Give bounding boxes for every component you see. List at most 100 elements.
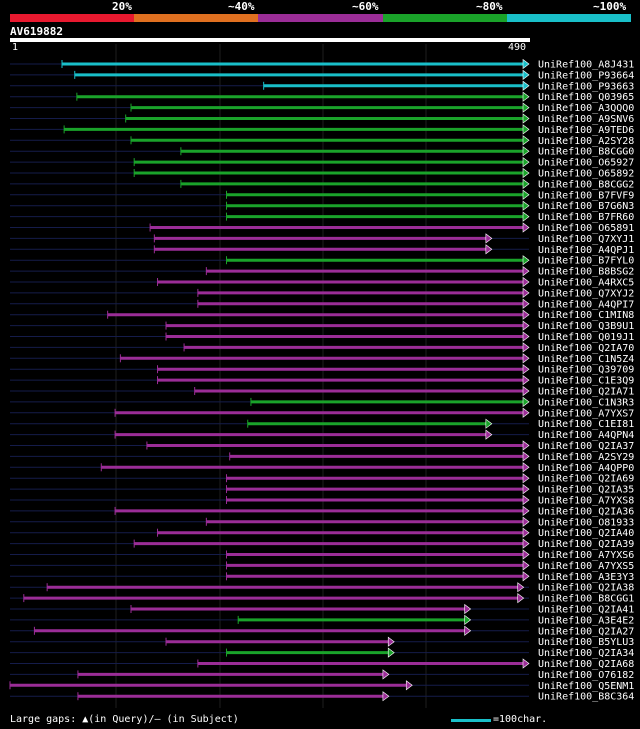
hit-label[interactable]: UniRef100_A4QPI7 [538,299,634,310]
hit-row[interactable]: UniRef100_Q2IA38 [10,582,634,594]
hit-label[interactable]: UniRef100_Q7XYJ2 [538,288,634,299]
hit-row[interactable]: UniRef100_A4RXC5 [10,276,634,289]
hit-row[interactable]: UniRef100_Q2IA37 [10,440,634,452]
hit-label[interactable]: UniRef100_P93663 [538,81,634,92]
hit-row[interactable]: UniRef100_Q2IA36 [10,505,634,517]
hit-row[interactable]: UniRef100_A2SY29 [10,451,634,463]
hit-label[interactable]: UniRef100_A2SY29 [538,452,634,463]
hit-row[interactable]: UniRef100_O76182 [10,669,634,681]
hit-row[interactable]: UniRef100_Q39709 [10,364,634,376]
hit-label[interactable]: UniRef100_Q2IA38 [538,583,634,594]
hit-label[interactable]: UniRef100_C1EI81 [538,419,634,430]
hit-label[interactable]: UniRef100_A3QQQ0 [538,103,634,114]
hit-label[interactable]: UniRef100_A4RXC5 [538,278,634,289]
hit-row[interactable]: UniRef100_B8CGG0 [10,146,634,158]
hit-row[interactable]: UniRef100_C1N3R3 [10,396,634,408]
hit-row[interactable]: UniRef100_A3E3Y3 [10,571,634,583]
hit-label[interactable]: UniRef100_C1E3Q9 [538,376,634,387]
hit-row[interactable]: UniRef100_O65891 [10,222,634,234]
hit-label[interactable]: UniRef100_Q2IA36 [538,506,634,517]
hit-label[interactable]: UniRef100_A7YXS6 [538,550,634,561]
hit-label[interactable]: UniRef100_Q2IA70 [538,343,634,354]
hit-row[interactable]: UniRef100_A7YXS5 [10,560,634,572]
hit-row[interactable]: UniRef100_Q2IA40 [10,527,634,539]
hit-row[interactable]: UniRef100_A7YXS7 [10,407,634,419]
hit-label[interactable]: UniRef100_A9TED6 [538,125,634,136]
hit-row[interactable]: UniRef100_P93664 [10,69,634,81]
hit-label[interactable]: UniRef100_O65927 [538,158,634,169]
hit-label[interactable]: UniRef100_Q2IA34 [538,648,634,659]
hit-label[interactable]: UniRef100_O76182 [538,670,634,681]
hit-label[interactable]: UniRef100_O65892 [538,169,634,180]
hit-label[interactable]: UniRef100_B8CGG1 [538,594,634,605]
hit-label[interactable]: UniRef100_Q5ENM1 [538,681,634,692]
hit-row[interactable]: UniRef100_Q2IA35 [10,484,634,496]
hit-row[interactable]: UniRef100_C1N5Z4 [10,353,634,365]
hit-row[interactable]: UniRef100_A3QQQ0 [10,102,634,114]
hit-label[interactable]: UniRef100_B7FR60 [538,212,634,223]
hit-label[interactable]: UniRef100_B8CGG0 [538,147,634,158]
hit-label[interactable]: UniRef100_C1N3R3 [538,397,634,408]
hit-label[interactable]: UniRef100_A3E3Y3 [538,572,634,583]
hit-label[interactable]: UniRef100_B7G6N3 [538,201,634,212]
hit-row[interactable]: UniRef100_A9SNV6 [10,113,634,125]
hit-label[interactable]: UniRef100_Q2IA69 [538,474,634,485]
hit-label[interactable]: UniRef100_A2SY28 [538,136,634,147]
hit-row[interactable]: UniRef100_Q2IA39 [10,538,634,550]
hit-row[interactable]: UniRef100_B7FR60 [10,211,634,223]
hit-row[interactable]: UniRef100_P93663 [10,80,634,92]
hit-label[interactable]: UniRef100_B7FYL0 [538,256,634,267]
hit-label[interactable]: UniRef100_A7YXS7 [538,408,634,419]
hit-label[interactable]: UniRef100_Q2IA27 [538,626,634,637]
hit-label[interactable]: UniRef100_Q019J1 [538,332,634,343]
hit-label[interactable]: UniRef100_A4QPP0 [538,463,634,474]
hit-row[interactable]: UniRef100_B5YLU3 [10,636,634,648]
hit-row[interactable]: UniRef100_B7FYL0 [10,255,634,267]
hit-label[interactable]: UniRef100_A8J431 [538,60,634,71]
hit-label[interactable]: UniRef100_A7YXS8 [538,496,634,507]
hit-label[interactable]: UniRef100_Q03965 [538,92,634,103]
hit-label[interactable]: UniRef100_Q2IA40 [538,528,634,539]
hit-row[interactable]: UniRef100_Q2IA69 [10,473,634,485]
hit-row[interactable]: UniRef100_Q019J1 [10,331,634,343]
hit-row[interactable]: UniRef100_C1MIN8 [10,309,634,321]
hit-label[interactable]: UniRef100_A3E4E2 [538,615,634,626]
hit-label[interactable]: UniRef100_Q2IA37 [538,441,634,452]
hit-row[interactable]: UniRef100_Q2IA41 [10,603,634,616]
hit-row[interactable]: UniRef100_A4QPN4 [10,429,634,441]
hit-row[interactable]: UniRef100_A7YXS6 [10,549,634,561]
hit-row[interactable]: UniRef100_B8CGG1 [10,592,634,605]
hit-label[interactable]: UniRef100_Q2IA41 [538,605,634,616]
hit-row[interactable]: UniRef100_A3E4E2 [10,614,634,626]
hit-label[interactable]: UniRef100_B5YLU3 [538,637,634,648]
hit-row[interactable]: UniRef100_B8BSG2 [10,266,634,278]
hit-row[interactable]: UniRef100_A8J431 [10,58,634,71]
hit-row[interactable]: UniRef100_Q3B9U1 [10,320,634,332]
hit-label[interactable]: UniRef100_Q3B9U1 [538,321,634,332]
hit-row[interactable]: UniRef100_Q7XYJ2 [10,287,634,299]
hit-row[interactable]: UniRef100_Q2IA27 [10,625,634,637]
hit-label[interactable]: UniRef100_B8C364 [538,692,634,703]
hit-label[interactable]: UniRef100_O81933 [538,517,634,528]
hit-row[interactable]: UniRef100_O65892 [10,167,634,180]
hit-row[interactable]: UniRef100_Q2IA71 [10,385,634,398]
hit-label[interactable]: UniRef100_Q2IA68 [538,659,634,670]
hit-row[interactable]: UniRef100_C1EI81 [10,418,634,430]
hit-label[interactable]: UniRef100_O65891 [538,223,634,234]
hit-row[interactable]: UniRef100_O65927 [10,157,634,169]
hit-row[interactable]: UniRef100_Q2IA70 [10,342,634,354]
hit-label[interactable]: UniRef100_B8CGG2 [538,179,634,190]
hit-row[interactable]: UniRef100_Q2IA34 [10,647,634,659]
hit-label[interactable]: UniRef100_Q2IA39 [538,539,634,550]
hit-label[interactable]: UniRef100_C1MIN8 [538,310,634,321]
hit-row[interactable]: UniRef100_A9TED6 [10,124,634,136]
hit-label[interactable]: UniRef100_Q2IA71 [538,387,634,398]
hit-row[interactable]: UniRef100_B8CGG2 [10,178,634,190]
hit-label[interactable]: UniRef100_A9SNV6 [538,114,634,125]
hit-label[interactable]: UniRef100_A4QPN4 [538,430,634,441]
hit-row[interactable]: UniRef100_A4QPP0 [10,462,634,474]
hit-row[interactable]: UniRef100_A4QPI7 [10,298,634,310]
hit-row[interactable]: UniRef100_C1E3Q9 [10,375,634,387]
hit-row[interactable]: UniRef100_Q2IA68 [10,658,634,670]
hit-label[interactable]: UniRef100_A7YXS5 [538,561,634,572]
